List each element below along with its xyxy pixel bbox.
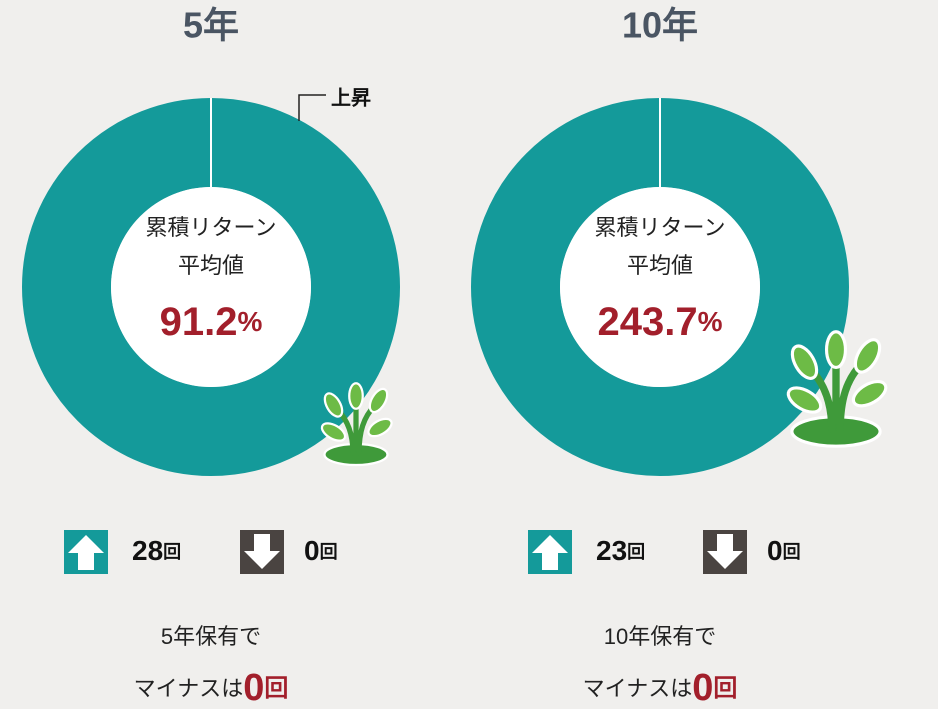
summary-text: マイナスは [583,676,693,701]
up-count-value: 28 [132,535,163,566]
minus-count-unit: 回 [264,675,288,702]
panel-title: 10年 [622,5,698,46]
up-count-value: 23 [596,535,627,566]
plant-icon [320,382,393,467]
plant-leaf [367,417,393,438]
average: 243.7% [597,300,722,344]
down-count: 0回 [304,535,338,566]
donut-segment [22,98,400,477]
up-arrow [532,535,568,570]
minus-count-value: 0 [692,667,713,709]
donut-label: 上昇 [331,86,371,109]
down-count: 0回 [767,535,801,566]
panel-title: 5年 [183,5,239,46]
down-count-value: 0 [767,535,783,566]
plant-leaf [824,330,848,370]
up-arrow [68,535,104,570]
summary: マイナスは0回 [583,667,738,709]
plant-leaf [320,422,347,442]
plant-icon [786,330,888,448]
plant-leaf [851,380,888,408]
average: 91.2% [160,300,263,344]
plant-leaf [853,338,882,374]
summary-text: マイナスは [134,676,244,701]
summary: マイナスは0回 [134,667,289,709]
minus-count-unit: 回 [713,675,737,702]
average-value: 243.7 [597,300,697,344]
plant-leaf [790,344,819,380]
donut-hole [560,187,760,387]
center-label: 平均値 [178,253,244,278]
plant-leaf [786,386,823,414]
down-count-unit: 回 [783,542,801,562]
down-count-value: 0 [304,535,320,566]
up-count: 28回 [132,535,181,566]
down-count-unit: 回 [320,542,338,562]
summary: 5年保有で [161,624,261,649]
up-count-unit: 回 [627,542,645,562]
donut-hole [111,187,311,387]
summary: 10年保有で [604,624,716,649]
label-leader [298,94,326,121]
up-count: 23回 [596,535,645,566]
down-arrow [707,534,743,569]
plant-leaf [348,382,364,410]
average-value: 91.2 [160,300,238,344]
down-arrow [244,534,280,569]
center-label: 累積リターン [146,215,277,240]
plant-leaf [368,387,389,414]
average-unit: % [698,306,723,337]
plant-leaf [323,392,344,418]
average-unit: % [237,306,262,337]
center-label: 累積リターン [595,215,726,240]
donut-segment [471,98,849,477]
minus-count-value: 0 [243,667,264,709]
center-label: 平均値 [627,253,693,278]
up-count-unit: 回 [163,542,181,562]
